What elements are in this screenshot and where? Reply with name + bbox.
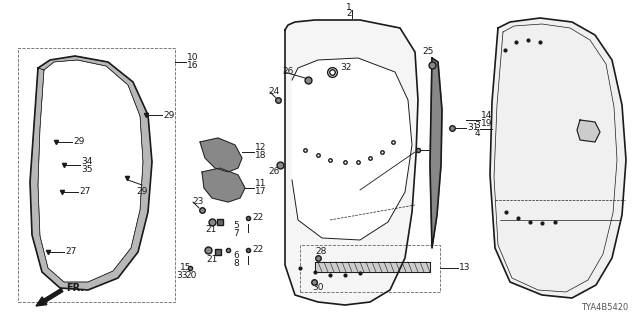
Text: 28: 28 [315, 247, 326, 257]
Polygon shape [200, 138, 242, 172]
Text: 26: 26 [268, 167, 280, 177]
Text: 35: 35 [81, 164, 93, 173]
Polygon shape [430, 58, 442, 248]
Text: 22: 22 [252, 245, 263, 254]
Text: 21: 21 [206, 255, 218, 265]
Text: 29: 29 [73, 138, 84, 147]
Text: 32: 32 [340, 63, 351, 73]
Text: 2: 2 [346, 9, 352, 18]
Text: 5: 5 [233, 220, 239, 229]
Text: 23: 23 [192, 197, 204, 206]
Text: 18: 18 [255, 151, 266, 161]
Polygon shape [292, 58, 412, 240]
Text: 22: 22 [252, 213, 263, 222]
Polygon shape [30, 56, 152, 290]
Text: 25: 25 [422, 47, 434, 57]
FancyArrow shape [36, 289, 63, 306]
Text: 6: 6 [233, 251, 239, 260]
Text: 30: 30 [312, 284, 323, 292]
Polygon shape [202, 168, 245, 202]
Text: 1: 1 [346, 3, 352, 12]
Text: 15: 15 [180, 263, 191, 273]
Text: 19: 19 [481, 119, 493, 129]
Text: 7: 7 [233, 228, 239, 237]
Text: 11: 11 [255, 180, 266, 188]
Text: 29: 29 [136, 188, 147, 196]
Polygon shape [285, 20, 418, 305]
Text: 9: 9 [431, 146, 436, 155]
Text: 17: 17 [255, 188, 266, 196]
Text: 20: 20 [185, 271, 196, 281]
Text: FR.: FR. [66, 283, 84, 293]
Text: TYA4B5420: TYA4B5420 [580, 303, 628, 312]
Text: 13: 13 [459, 263, 470, 273]
Polygon shape [490, 18, 626, 298]
Text: 14: 14 [481, 111, 492, 121]
Text: 21: 21 [205, 226, 216, 235]
Text: 31: 31 [467, 124, 479, 132]
Text: 24: 24 [268, 87, 279, 97]
Text: 8: 8 [233, 259, 239, 268]
Text: 12: 12 [255, 143, 266, 153]
Polygon shape [577, 120, 600, 142]
Text: 27: 27 [79, 188, 90, 196]
Text: 27: 27 [65, 247, 76, 257]
Text: 16: 16 [187, 61, 198, 70]
Text: 33: 33 [176, 271, 188, 281]
Text: 4: 4 [474, 129, 480, 138]
Text: 29: 29 [163, 110, 174, 119]
Text: 34: 34 [81, 156, 92, 165]
Text: 26: 26 [282, 68, 293, 76]
Text: 3: 3 [474, 121, 480, 130]
Text: 10: 10 [187, 53, 198, 62]
